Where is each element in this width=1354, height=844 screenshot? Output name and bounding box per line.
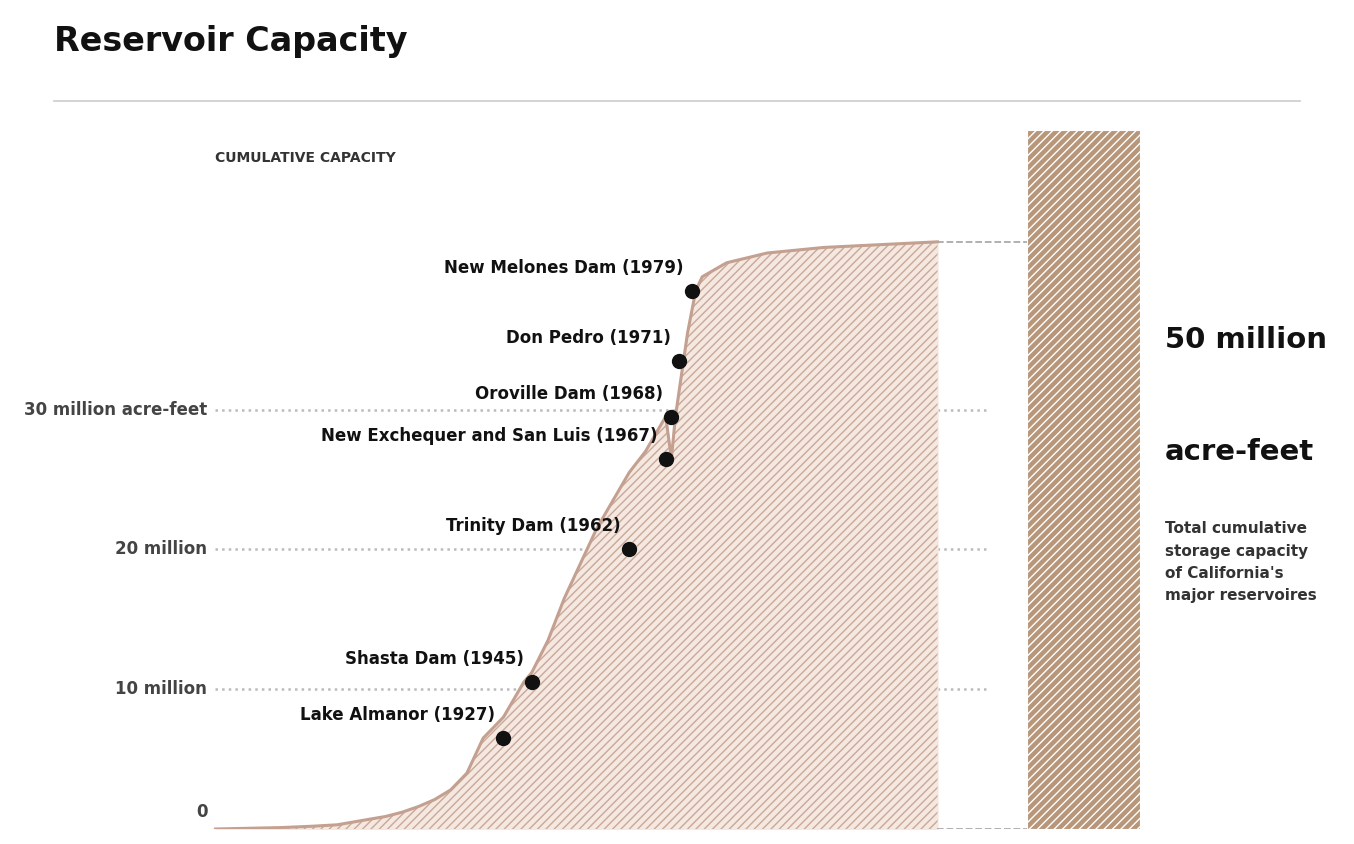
Text: New Exchequer and San Luis (1967): New Exchequer and San Luis (1967): [321, 426, 658, 445]
Text: 20 million: 20 million: [115, 540, 207, 559]
Text: Shasta Dam (1945): Shasta Dam (1945): [345, 650, 524, 668]
Text: CUMULATIVE CAPACITY: CUMULATIVE CAPACITY: [215, 151, 397, 165]
Text: Trinity Dam (1962): Trinity Dam (1962): [447, 517, 621, 535]
Text: Lake Almanor (1927): Lake Almanor (1927): [301, 706, 496, 724]
Text: acre-feet: acre-feet: [1164, 437, 1313, 466]
Text: 10 million: 10 million: [115, 680, 207, 698]
Text: Reservoir Capacity: Reservoir Capacity: [54, 25, 408, 58]
Bar: [1026, 130, 1140, 829]
Text: 50 million: 50 million: [1164, 326, 1327, 354]
Text: 0: 0: [196, 803, 207, 820]
Text: 30 million acre-feet: 30 million acre-feet: [24, 401, 207, 419]
Text: Total cumulative
storage capacity
of California's
major reservoires: Total cumulative storage capacity of Cal…: [1164, 522, 1316, 603]
Text: Oroville Dam (1968): Oroville Dam (1968): [475, 385, 663, 403]
Text: New Melones Dam (1979): New Melones Dam (1979): [444, 259, 684, 277]
Bar: [1026, 130, 1140, 829]
Text: Don Pedro (1971): Don Pedro (1971): [506, 328, 672, 347]
